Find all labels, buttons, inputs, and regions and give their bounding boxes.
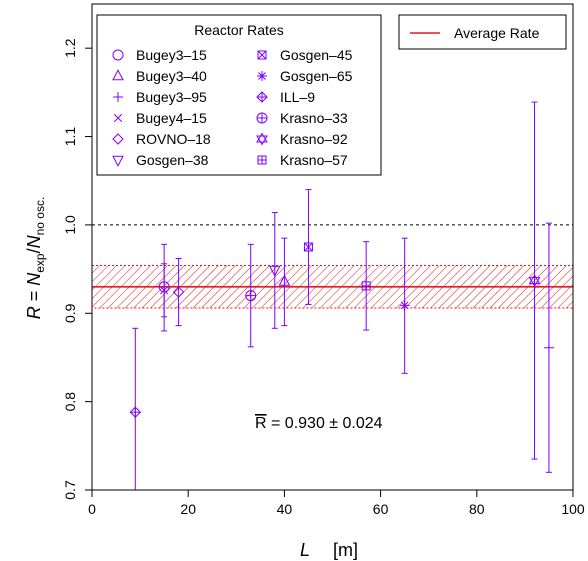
- legend-label: Bugey3–15: [136, 47, 207, 63]
- legend-label: Bugey3–40: [136, 68, 207, 84]
- legend-label: Krasno–33: [280, 110, 348, 126]
- marker-stroke: [400, 301, 409, 310]
- legend-label: Gosgen–45: [280, 47, 353, 63]
- legend-item-krasno-57: Krasno–57: [257, 152, 348, 168]
- reactor-legend: Reactor Rates Bugey3–15 Bugey3–40 Bugey3–9…: [96, 14, 382, 176]
- marker-shape: [268, 265, 281, 277]
- x-tick-label: 0: [88, 501, 96, 517]
- reactor-legend-box: [96, 14, 382, 176]
- marker-shape: [112, 49, 124, 61]
- average-annotation-symbol: R: [255, 415, 267, 432]
- legend-label: Krasno–57: [280, 152, 348, 168]
- x-tick-label: 20: [180, 501, 196, 517]
- legend-item-bugey4-15: Bugey4–15: [113, 110, 207, 126]
- y-axis-num: N: [24, 272, 44, 286]
- average-annotation: R = 0.930 ± 0.024: [255, 415, 383, 432]
- y-axis-den: N: [24, 234, 44, 248]
- legend-label: ILL–9: [280, 89, 315, 105]
- x-axis-symbol: L: [300, 540, 310, 560]
- marker-shape: [112, 69, 124, 81]
- x-axis: 0 20 40 60 80 100: [88, 490, 585, 517]
- average-legend-label: Average Rate: [454, 25, 540, 41]
- legend-item-bugey3-40: Bugey3–40: [112, 68, 207, 84]
- legend-item-krasno-33: Krasno–33: [256, 110, 348, 126]
- legend-item-gosgen-45: Gosgen–45: [257, 47, 353, 63]
- marker-stroke: [258, 72, 266, 80]
- legend-item-krasno-92: Krasno–92: [256, 131, 348, 147]
- marker-shape: [528, 277, 541, 288]
- average-legend-box: [398, 14, 567, 50]
- legend-label: ROVNO–18: [136, 131, 211, 147]
- legend-item-gosgen-65: Gosgen–65: [257, 68, 353, 84]
- legend-label: Krasno–92: [280, 131, 348, 147]
- marker-shape: [112, 133, 124, 145]
- legend-label: Gosgen–65: [280, 68, 353, 84]
- y-axis-lhs: R: [24, 306, 44, 319]
- y-tick-label: 1.1: [62, 127, 78, 147]
- marker-shape: [303, 242, 313, 252]
- x-axis-title: L [m]: [300, 540, 358, 560]
- marker-stroke: [113, 113, 123, 123]
- marker-shape: [112, 155, 124, 167]
- data-point-gosgen-65: [399, 237, 410, 374]
- data-point-bugey4-15: [160, 263, 169, 318]
- marker-stroke: [160, 286, 169, 295]
- data-point-krasno-92: [528, 101, 541, 460]
- legend-label: Gosgen–38: [136, 152, 209, 168]
- marker-shape: [528, 274, 541, 285]
- legend-item-ill-9: ILL–9: [256, 89, 315, 105]
- legend-label: Bugey4–15: [136, 110, 207, 126]
- x-axis-unit: [m]: [333, 540, 358, 560]
- data-point-krasno-33: [245, 243, 257, 348]
- plot-frame: [91, 3, 574, 491]
- data-point-bugey3-40: [278, 237, 291, 327]
- y-tick-label: 0.8: [62, 392, 78, 412]
- data-point-gosgen-45: [303, 189, 313, 305]
- marker-shape: [257, 50, 267, 60]
- y-axis-den-sub: no osc.: [33, 197, 47, 236]
- marker-shape: [256, 132, 268, 143]
- data-point-ill-9: [129, 327, 141, 490]
- x-tick-label: 80: [469, 501, 485, 517]
- marker-shape: [256, 135, 268, 146]
- y-axis-eq: =: [24, 286, 44, 307]
- y-axis-num-sub: exp: [33, 253, 47, 273]
- y-tick-label: 1.0: [62, 215, 78, 235]
- legend-item-rovno-18: ROVNO–18: [112, 131, 211, 147]
- x-tick-label: 100: [561, 501, 585, 517]
- marker-stroke: [304, 242, 313, 252]
- y-tick-label: 1.2: [62, 38, 78, 58]
- y-tick-label: 0.9: [62, 303, 78, 323]
- data-point-gosgen-38: [268, 212, 281, 329]
- y-axis-title: R = Nexp/Nno osc.: [24, 197, 47, 320]
- average-annotation-value: = 0.930 ± 0.024: [267, 415, 383, 432]
- average-legend: Average Rate: [398, 14, 567, 50]
- reactor-legend-title: Reactor Rates: [194, 22, 283, 38]
- marker-stroke: [257, 50, 267, 60]
- x-tick-label: 40: [277, 501, 293, 517]
- y-axis: 0.7 0.8 0.9 1.0 1.1 1.2: [62, 38, 92, 500]
- data-point-rovno-18: [172, 257, 185, 327]
- x-tick-label: 60: [373, 501, 389, 517]
- legend-label: Bugey3–95: [136, 89, 207, 105]
- marker-shape: [278, 274, 291, 286]
- legend-item-gosgen-38: Gosgen–38: [112, 152, 209, 168]
- y-axis-slash: /: [24, 248, 44, 253]
- data-points: [129, 101, 554, 490]
- data-point-krasno-57: [361, 241, 371, 331]
- legend-item-bugey3-95: Bugey3–95: [113, 89, 207, 105]
- y-tick-label: 0.7: [62, 480, 78, 500]
- legend-item-bugey3-15: Bugey3–15: [112, 47, 207, 63]
- data-point-bugey3-95: [543, 222, 554, 473]
- marker-shape: [172, 286, 185, 298]
